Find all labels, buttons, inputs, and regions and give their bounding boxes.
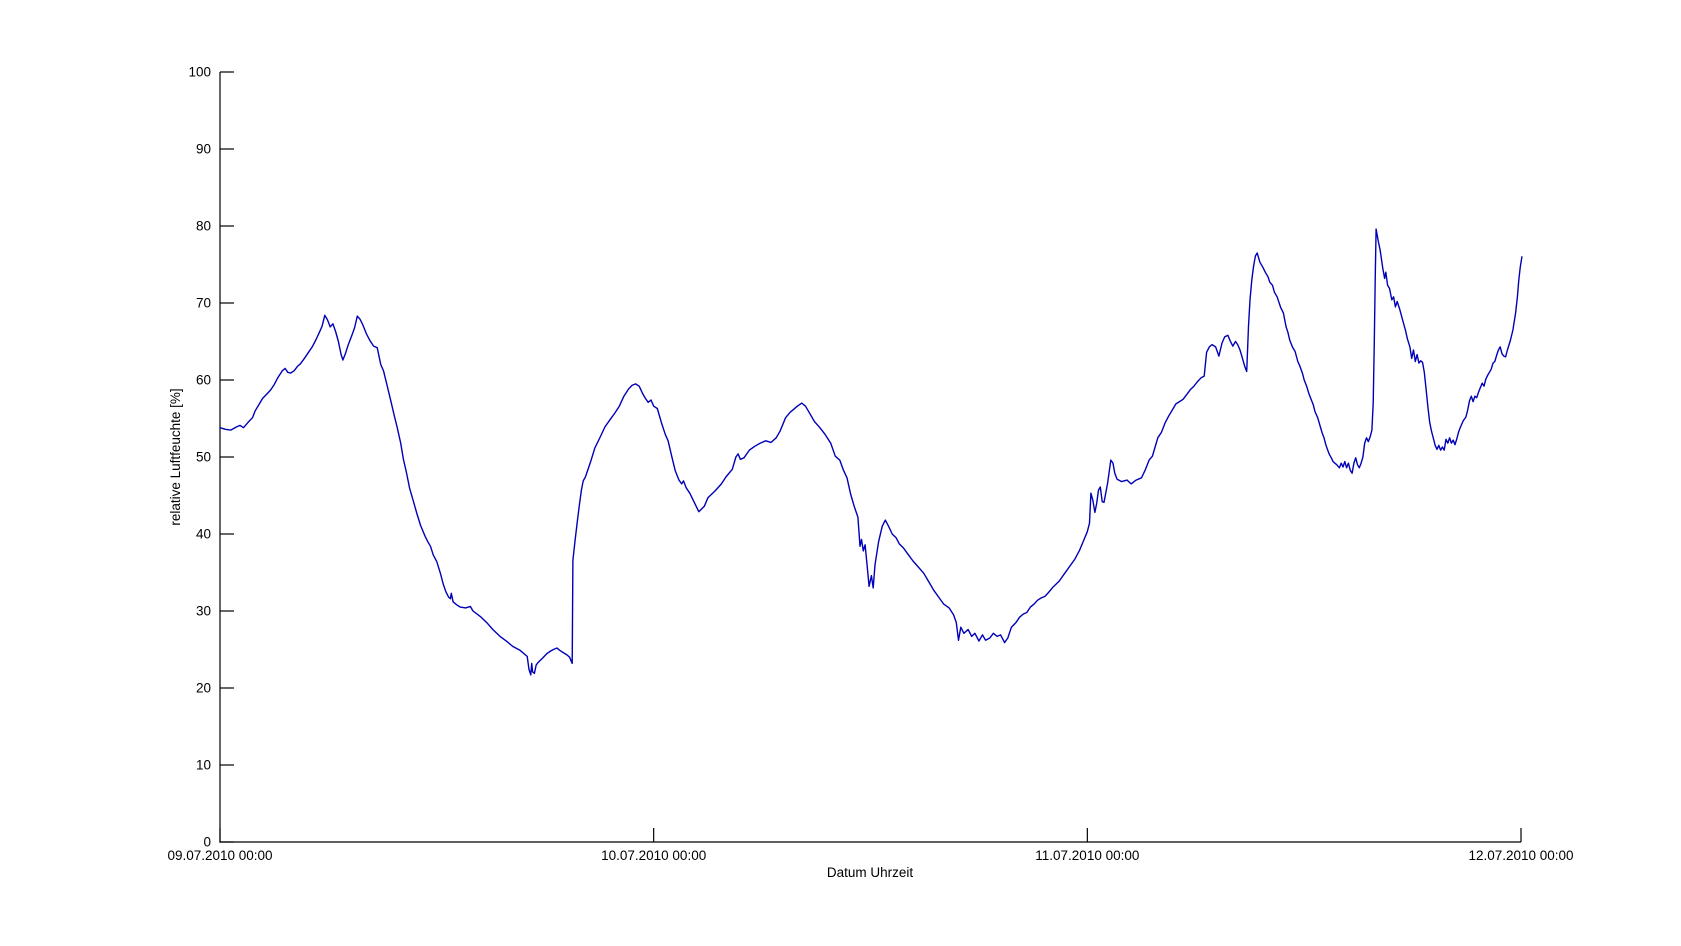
- y-tick-label: 80: [196, 219, 211, 234]
- y-axis-ticks: 0 10 20 30 40 50 60 70 80 90 100: [188, 65, 234, 850]
- x-tick-label: 12.07.2010 00:00: [1468, 848, 1573, 863]
- humidity-data-line: [219, 228, 1523, 676]
- y-tick-label: 70: [196, 296, 211, 311]
- y-tick-label: 30: [196, 604, 211, 619]
- y-axis-label: relative Luftfeuchte [%]: [168, 388, 183, 525]
- y-tick-label: 20: [196, 681, 211, 696]
- x-tick-label: 09.07.2010 00:00: [167, 848, 272, 863]
- y-tick-label: 0: [203, 835, 211, 850]
- x-axis-ticks: 09.07.2010 00:00 10.07.2010 00:00 11.07.20…: [167, 828, 1574, 863]
- y-tick-label: 10: [196, 758, 211, 773]
- y-tick-label: 100: [188, 65, 211, 80]
- x-tick-label: 11.07.2010 00:00: [1035, 848, 1139, 863]
- x-tick-label: 10.07.2010 00:00: [601, 848, 706, 863]
- y-tick-label: 60: [196, 373, 211, 388]
- y-tick-label: 90: [196, 142, 211, 157]
- x-axis-label: Datum Uhrzeit: [827, 865, 914, 880]
- y-tick-label: 50: [196, 450, 211, 465]
- y-tick-label: 40: [196, 527, 211, 542]
